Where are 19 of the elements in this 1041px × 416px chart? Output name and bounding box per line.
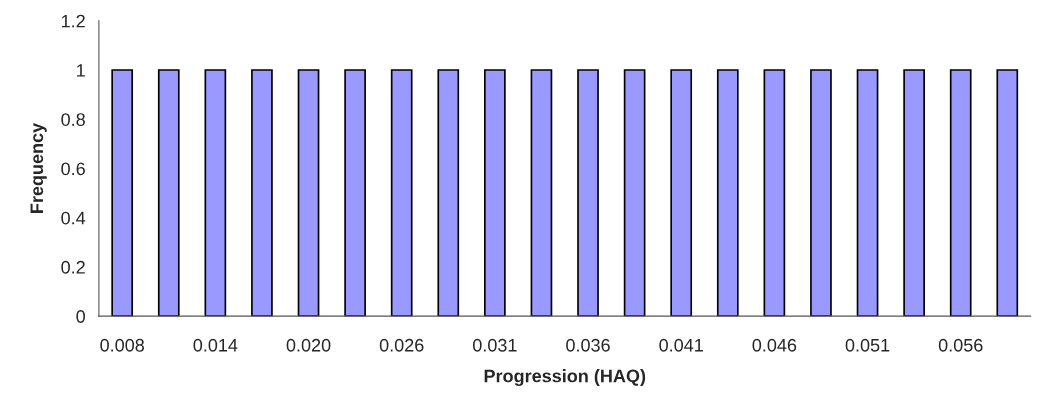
x-tick-label: 0.031 (472, 338, 517, 352)
x-tick-label: 0.056 (938, 338, 983, 352)
x-axis-title: Progression (HAQ) (484, 369, 646, 387)
x-tick-label: 0.026 (379, 338, 424, 352)
x-tick-label: 0.046 (752, 338, 797, 352)
y-tick-label: 0.4 (61, 211, 86, 225)
y-tick-label: 0.8 (61, 113, 85, 126)
x-tick-label: 0.014 (193, 338, 238, 352)
y-tick-label: 1 (77, 64, 85, 77)
y-axis-title: Frequency (30, 122, 47, 213)
x-tick-label: 0.020 (286, 338, 331, 352)
y-tick-label: 0.6 (61, 162, 85, 176)
y-tick-label: 0.2 (61, 260, 85, 274)
y-tick-label: 0 (76, 310, 85, 323)
x-tick-label: 0.051 (845, 338, 890, 352)
x-tick-label: 0.008 (100, 338, 144, 352)
x-tick-label: 0.041 (659, 338, 703, 352)
x-tick-label: 0.036 (566, 338, 610, 352)
y-tick-label: 1.2 (61, 14, 85, 28)
